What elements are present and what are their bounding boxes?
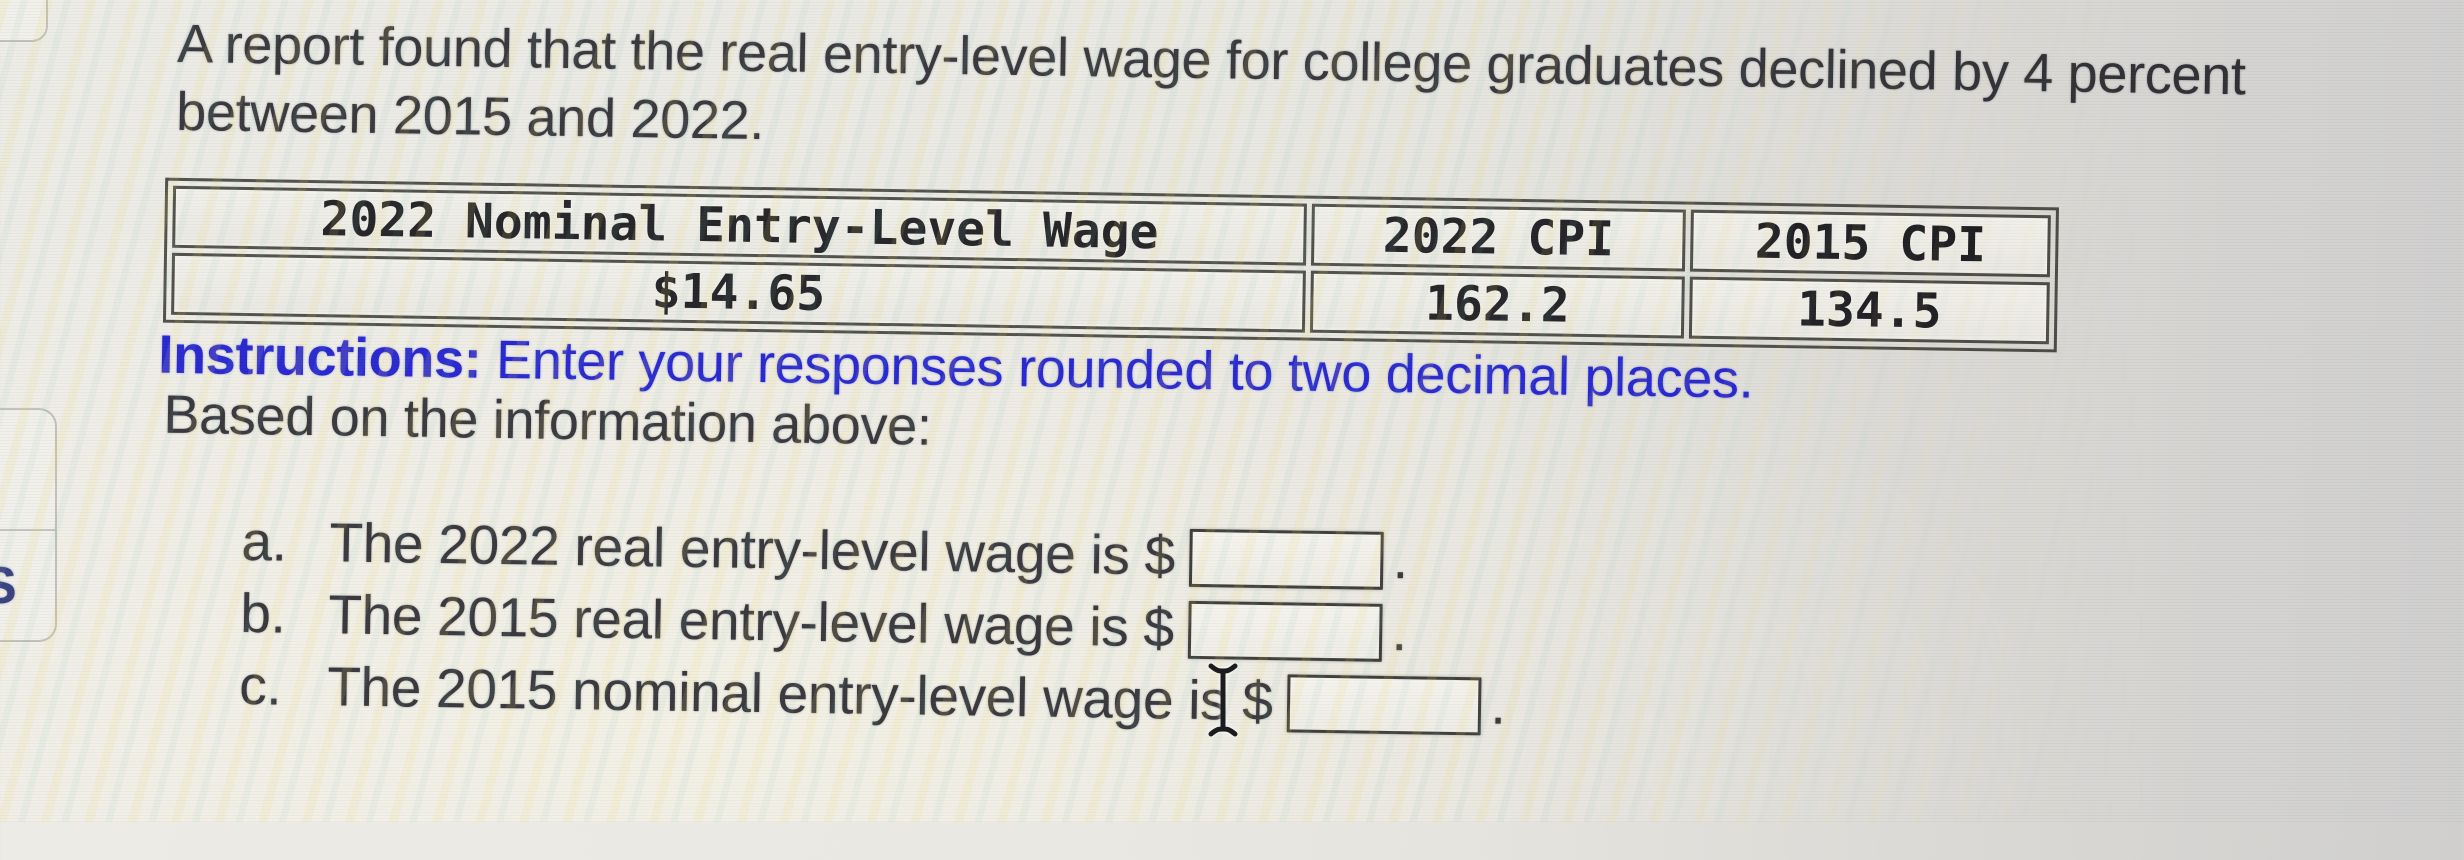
question-period-a: . [1392, 528, 1409, 591]
based-on-line: Based on the information above: [163, 384, 933, 457]
question-letter-c: c. [238, 653, 282, 717]
left-card-divider [0, 529, 55, 531]
value-2022-cpi: 162.2 [1309, 270, 1685, 339]
left-card-top [0, 0, 48, 42]
question-text-b: The 2015 real entry-level wage is $ [327, 583, 1175, 659]
question-text-c: The 2015 nominal entry-level wage is $ [326, 655, 1274, 733]
header-2015-cpi: 2015 CPI [1689, 209, 2051, 278]
wage-cpi-table: 2022 Nominal Entry-Level Wage 2022 CPI 2… [162, 177, 2059, 353]
answer-input-b[interactable] [1187, 600, 1383, 662]
quiz-screenshot: { "colors": { "instructions_blue": "#1c1… [0, 0, 2464, 822]
header-nominal-wage: 2022 Nominal Entry-Level Wage [172, 185, 1307, 266]
value-2015-cpi: 134.5 [1688, 276, 2050, 345]
question-intro: A report found that the real entry-level… [176, 10, 2246, 178]
answer-input-c[interactable] [1286, 674, 1482, 736]
question-period-b: . [1391, 600, 1408, 663]
question-letter-b: b. [239, 581, 287, 645]
left-card-middle: S [0, 408, 57, 642]
header-2022-cpi: 2022 CPI [1310, 203, 1686, 272]
answer-input-a[interactable] [1188, 528, 1384, 590]
sidebar-partial-glyph: S [0, 556, 17, 616]
value-nominal-wage: $14.65 [171, 252, 1306, 333]
instructions-label: Instructions: [157, 324, 482, 390]
question-period-c: . [1490, 673, 1507, 736]
question-text-a: The 2022 real entry-level wage is $ [329, 511, 1176, 587]
question-letter-a: a. [241, 509, 288, 573]
